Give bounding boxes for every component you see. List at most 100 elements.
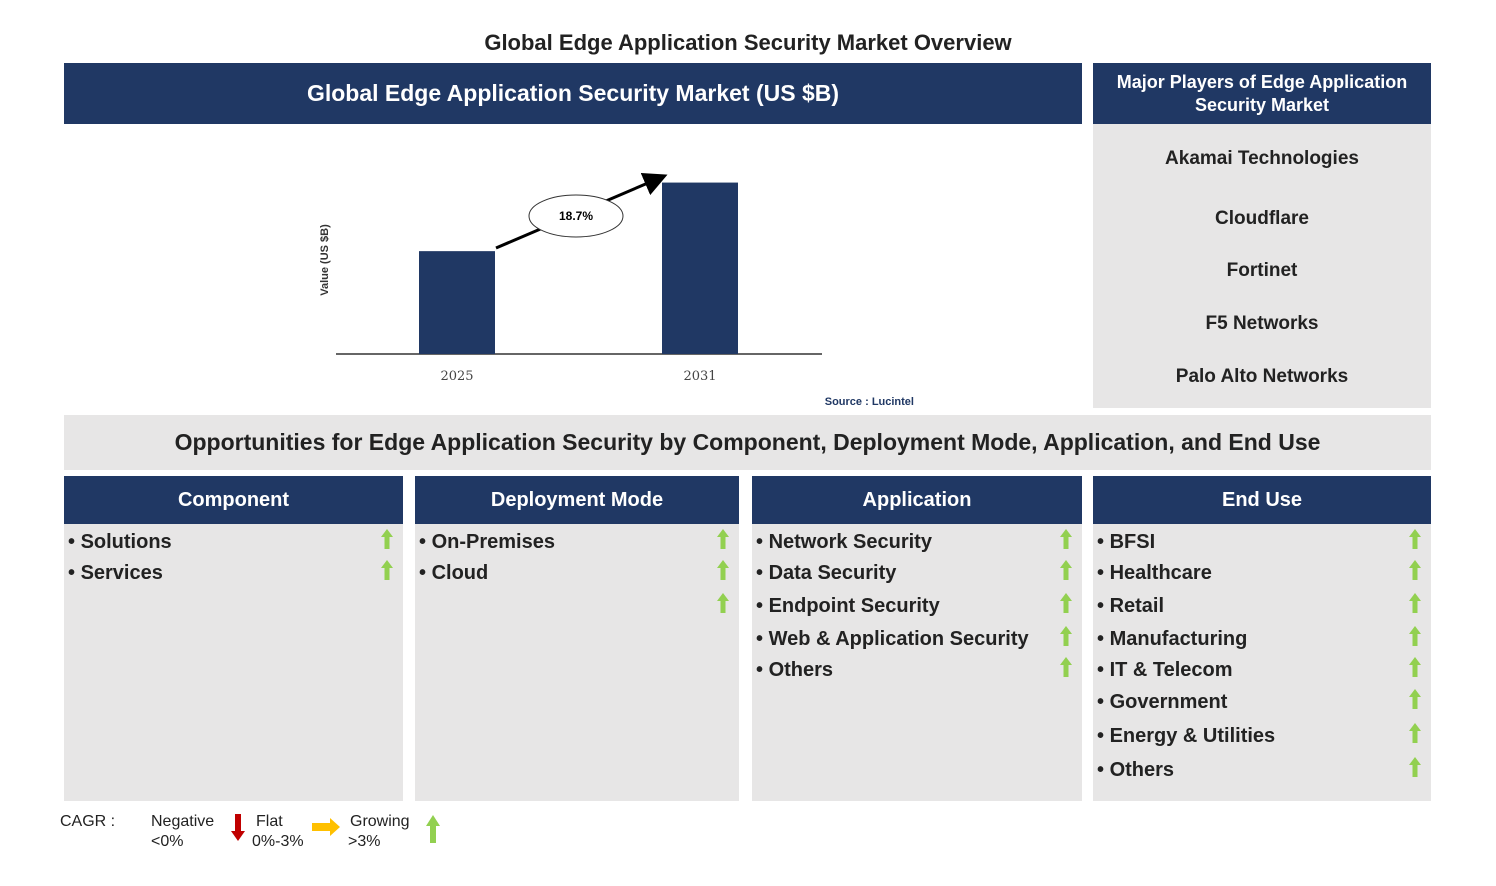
right-arrow-icon [312, 818, 340, 836]
segment-item: • Web & Application Security [756, 628, 1029, 651]
growth-up-arrow-icon [1409, 626, 1421, 646]
segment-panel: • On-Premises • Cloud [415, 524, 739, 801]
segment-item-label: Services [80, 562, 163, 584]
growth-up-arrow-icon [717, 560, 729, 580]
segment-item-label: Solutions [80, 531, 172, 553]
segment-item-label: Data Security [768, 562, 897, 584]
bullet: • [1097, 628, 1110, 650]
segment-item: • Solutions [68, 531, 172, 554]
segment-item-label: Healthcare [1109, 562, 1212, 584]
bullet: • [1097, 562, 1110, 584]
segment-item: • IT & Telecom [1097, 659, 1233, 682]
growth-up-arrow-icon [1060, 529, 1072, 549]
segment-panel: • Network Security • Data Security • Endpo… [752, 524, 1082, 801]
segment-item: • Others [1097, 759, 1174, 782]
growth-up-arrow-icon [1409, 723, 1421, 743]
segment-item: • On-Premises [419, 531, 555, 554]
growth-up-arrow-icon [717, 529, 729, 549]
bar-2031 [662, 182, 738, 354]
segment-item-label: Network Security [768, 531, 932, 553]
segment-header: End Use [1093, 476, 1431, 524]
legend-flat: Flat [256, 813, 283, 830]
bullet: • [1097, 659, 1110, 681]
page-title: Global Edge Application Security Market … [484, 30, 1012, 55]
bar-2025 [419, 251, 495, 354]
growth-up-arrow-icon [1409, 757, 1421, 777]
segment-item: • Endpoint Security [756, 595, 940, 618]
players-list: Akamai Technologies Cloudflare Fortinet … [1093, 124, 1431, 408]
growth-up-arrow-icon [381, 560, 393, 580]
growth-up-arrow-icon [1409, 657, 1421, 677]
segment-header: Application [752, 476, 1082, 524]
legend-negative-range: <0% [151, 833, 184, 850]
segment-panel: • BFSI • Healthcare • Retail • Manufacturin… [1093, 524, 1431, 801]
segment-panel: • Solutions • Services [64, 524, 403, 801]
bullet: • [1097, 595, 1110, 617]
segment-item-label: Energy & Utilities [1109, 725, 1276, 747]
player-item: Fortinet [1226, 260, 1298, 281]
bullet: • [756, 595, 769, 617]
segment-item: • Network Security [756, 531, 932, 554]
segment-item: • Data Security [756, 562, 896, 585]
growth-up-arrow-icon [381, 529, 393, 549]
segment-item-label: Web & Application Security [768, 628, 1029, 650]
segment-item-label: Others [1109, 759, 1175, 781]
segment-item-label: IT & Telecom [1109, 659, 1233, 681]
bullet: • [1097, 691, 1110, 713]
y-axis-label: Value (US $B) [319, 224, 331, 296]
player-item: Palo Alto Networks [1175, 366, 1349, 387]
segment-item: • Cloud [419, 562, 488, 585]
bullet: • [1097, 759, 1110, 781]
growth-up-arrow-icon [1060, 657, 1072, 677]
bullet: • [68, 562, 81, 584]
opportunities-title: Opportunities for Edge Application Secur… [64, 415, 1431, 470]
player-item: Cloudflare [1215, 208, 1309, 229]
legend-growing-range: >3% [348, 833, 381, 850]
segment-item: • Government [1097, 691, 1227, 714]
player-item: F5 Networks [1205, 313, 1319, 334]
bullet: • [1097, 531, 1110, 553]
up-arrow-icon [426, 815, 440, 843]
growth-up-arrow-icon [1409, 593, 1421, 613]
growth-up-arrow-icon [1409, 529, 1421, 549]
segment-item: • Energy & Utilities [1097, 725, 1275, 748]
bullet: • [756, 628, 769, 650]
segment-item-label: Endpoint Security [768, 595, 940, 617]
cagr-legend-label: CAGR : [60, 813, 116, 830]
growth-up-arrow-icon [1060, 560, 1072, 580]
players-header: Major Players of Edge Application Securi… [1093, 63, 1431, 124]
bullet: • [756, 531, 769, 553]
down-arrow-icon [231, 814, 245, 841]
bullet: • [1097, 725, 1110, 747]
segment-item: • Retail [1097, 595, 1164, 618]
segment-item: • Others [756, 659, 833, 682]
segment-item-label: On-Premises [431, 531, 555, 553]
bullet: • [756, 659, 769, 681]
growth-up-arrow-icon [1060, 626, 1072, 646]
player-item: Akamai Technologies [1165, 148, 1359, 169]
source-label: Source : Lucintel [825, 396, 914, 408]
segment-item: • BFSI [1097, 531, 1155, 554]
bullet: • [68, 531, 81, 553]
segment-item-label: Manufacturing [1109, 628, 1248, 650]
legend-flat-range: 0%-3% [252, 833, 304, 850]
segment-item-label: Cloud [431, 562, 489, 584]
x-tick-label: 2025 [440, 369, 473, 384]
segment-item: • Manufacturing [1097, 628, 1247, 651]
growth-up-arrow-icon [717, 593, 729, 613]
segment-header: Deployment Mode [415, 476, 739, 524]
segment-item-label: Others [768, 659, 834, 681]
growth-up-arrow-icon [1060, 593, 1072, 613]
bar-chart: Value (US $B) 2025 2031 18.7% Source : Lu… [319, 173, 914, 408]
segment-item-label: BFSI [1109, 531, 1156, 553]
segment-item-label: Retail [1109, 595, 1165, 617]
x-tick-label: 2031 [683, 369, 716, 384]
chart-header: Global Edge Application Security Market … [64, 63, 1082, 124]
growth-up-arrow-icon [1409, 560, 1421, 580]
bullet: • [419, 562, 432, 584]
cagr-label: 18.7% [559, 209, 593, 223]
segment-item: • Healthcare [1097, 562, 1212, 585]
legend-growing: Growing [350, 813, 410, 830]
bullet: • [419, 531, 432, 553]
growth-up-arrow-icon [1409, 689, 1421, 709]
